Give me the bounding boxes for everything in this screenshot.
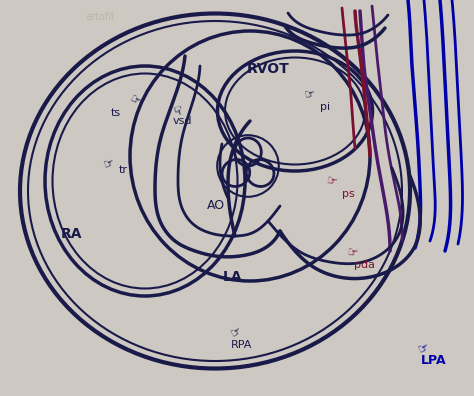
Text: tr: tr bbox=[119, 165, 128, 175]
Text: ☞: ☞ bbox=[304, 88, 317, 103]
Text: ☞: ☞ bbox=[347, 246, 359, 261]
Text: pda: pda bbox=[355, 260, 375, 270]
Text: ts: ts bbox=[111, 108, 121, 118]
Text: ☞: ☞ bbox=[127, 93, 143, 109]
Text: RPA: RPA bbox=[231, 339, 253, 350]
Text: RVOT: RVOT bbox=[246, 62, 289, 76]
Text: AO: AO bbox=[207, 200, 225, 212]
Text: LA: LA bbox=[222, 270, 242, 284]
Text: LPA: LPA bbox=[421, 354, 447, 367]
Text: ☞: ☞ bbox=[325, 175, 338, 190]
Text: vsd: vsd bbox=[173, 116, 192, 126]
Text: RA: RA bbox=[60, 227, 82, 241]
Text: ☞: ☞ bbox=[168, 104, 183, 118]
Text: pi: pi bbox=[319, 102, 330, 112]
Text: ☞: ☞ bbox=[229, 324, 245, 341]
Text: artofit: artofit bbox=[85, 12, 115, 22]
Text: ☞: ☞ bbox=[416, 340, 432, 357]
Text: ps: ps bbox=[342, 189, 355, 199]
Text: ☞: ☞ bbox=[101, 156, 117, 172]
